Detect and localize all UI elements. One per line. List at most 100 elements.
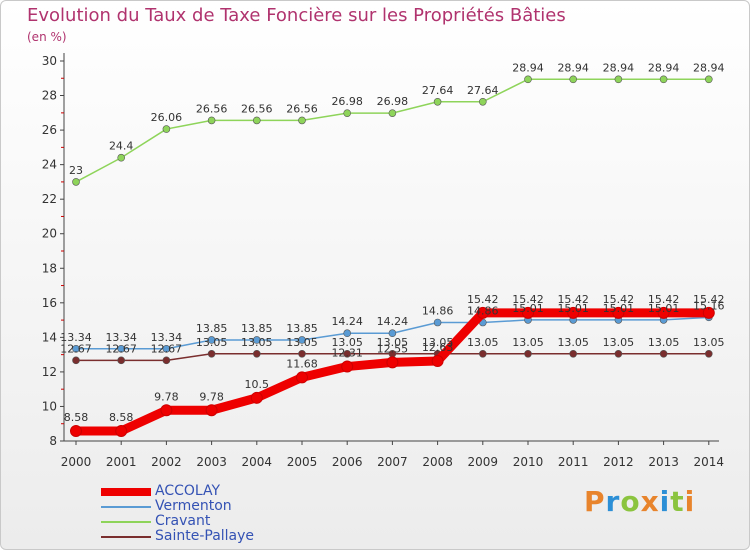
data-label: 13.05 [196,336,228,349]
x-tick-label: 2014 [694,455,725,469]
x-tick-label: 2006 [332,455,363,469]
data-label: 15.42 [603,293,635,306]
data-label: 9.78 [199,390,224,403]
x-tick-label: 2000 [61,455,92,469]
data-label: 10.5 [245,378,270,391]
data-label: 14.86 [422,305,454,318]
data-label: 15.42 [693,293,725,306]
y-tick-label: 16 [42,296,57,310]
y-tick-label: 14 [42,330,57,344]
data-label: 12.63 [422,341,454,354]
data-label: 12.67 [105,342,137,355]
y-tick-label: 18 [42,261,57,275]
data-point [207,336,216,344]
data-label: 26.56 [241,102,273,115]
data-label: 26.56 [196,102,228,115]
data-point [704,75,713,84]
y-tick-label: 8 [49,434,57,448]
data-point [253,116,261,125]
data-label: 15.16 [693,299,725,312]
data-label: 13.34 [151,331,183,344]
y-tick-label: 22 [42,192,57,206]
data-label: 13.34 [105,331,137,344]
data-point [162,344,171,353]
y-tick-label: 26 [42,123,57,137]
data-label: 13.05 [648,336,680,349]
data-point [296,371,308,384]
x-tick-label: 2013 [648,455,679,469]
data-point [70,424,82,437]
data-point [614,349,623,358]
data-point [298,349,306,358]
data-point [72,178,80,186]
data-point [207,116,216,125]
data-label: 28.94 [648,61,680,74]
data-point [614,75,623,84]
data-point [476,306,489,319]
data-label: 15.01 [557,302,589,315]
data-point [115,424,128,437]
y-tick-label: 12 [42,365,57,379]
data-point [72,356,80,365]
data-point [569,349,578,358]
data-label: 8.58 [109,411,134,424]
data-point [522,306,534,319]
data-label: 13.05 [467,336,499,349]
data-point [433,97,442,106]
data-label: 12.67 [60,342,92,355]
data-point [117,356,125,365]
y-tick-label: 10 [42,399,57,413]
data-label: 13.05 [286,336,318,349]
data-point [478,349,487,358]
x-tick-label: 2011 [558,455,589,469]
data-point [702,306,715,319]
data-label: 26.98 [377,95,409,108]
data-label: 24.4 [109,140,134,153]
y-tick-label: 20 [42,227,57,241]
data-point [569,75,578,84]
data-label: 14.86 [467,305,499,318]
legend-label-vermenton: Vermenton [155,498,232,514]
legend-swatch-vermenton [101,506,151,508]
legend-label-cravant: Cravant [155,513,211,529]
logo-letter: i [684,485,696,518]
y-tick-label: 28 [42,89,57,103]
logo-letter: t [670,485,685,518]
legend-swatch-cravant [101,521,151,523]
data-label: 26.06 [151,111,183,124]
data-label: 15.42 [648,293,680,306]
data-label: 12.31 [331,347,363,360]
data-point [657,306,670,319]
data-point [207,349,216,358]
data-point [612,306,625,319]
data-point [253,349,261,358]
data-point [341,360,354,373]
logo-letter: o [620,485,641,518]
data-label: 13.05 [422,336,454,349]
data-point [298,116,306,125]
data-label: 15.01 [512,302,544,315]
y-tick-label: 30 [42,54,57,68]
x-tick-label: 2010 [513,455,544,469]
x-tick-label: 2012 [603,455,634,469]
data-label: 8.58 [64,411,89,424]
x-tick-label: 2001 [106,455,137,469]
data-point [343,349,352,358]
data-label: 13.05 [557,336,589,349]
legend-label-accolay: ACCOLAY [155,483,221,499]
legend-swatch-accolay [101,488,151,496]
x-tick-label: 2002 [151,455,182,469]
logo-letter: r [605,485,621,518]
data-point [343,109,352,117]
data-point [388,329,397,338]
data-point [704,349,713,358]
data-label: 15.01 [603,302,635,315]
data-label: 13.34 [60,331,92,344]
data-point [117,153,125,162]
data-label: 13.85 [241,322,273,335]
data-label: 26.56 [286,102,318,115]
data-label: 28.94 [557,61,589,74]
data-point [478,97,487,106]
